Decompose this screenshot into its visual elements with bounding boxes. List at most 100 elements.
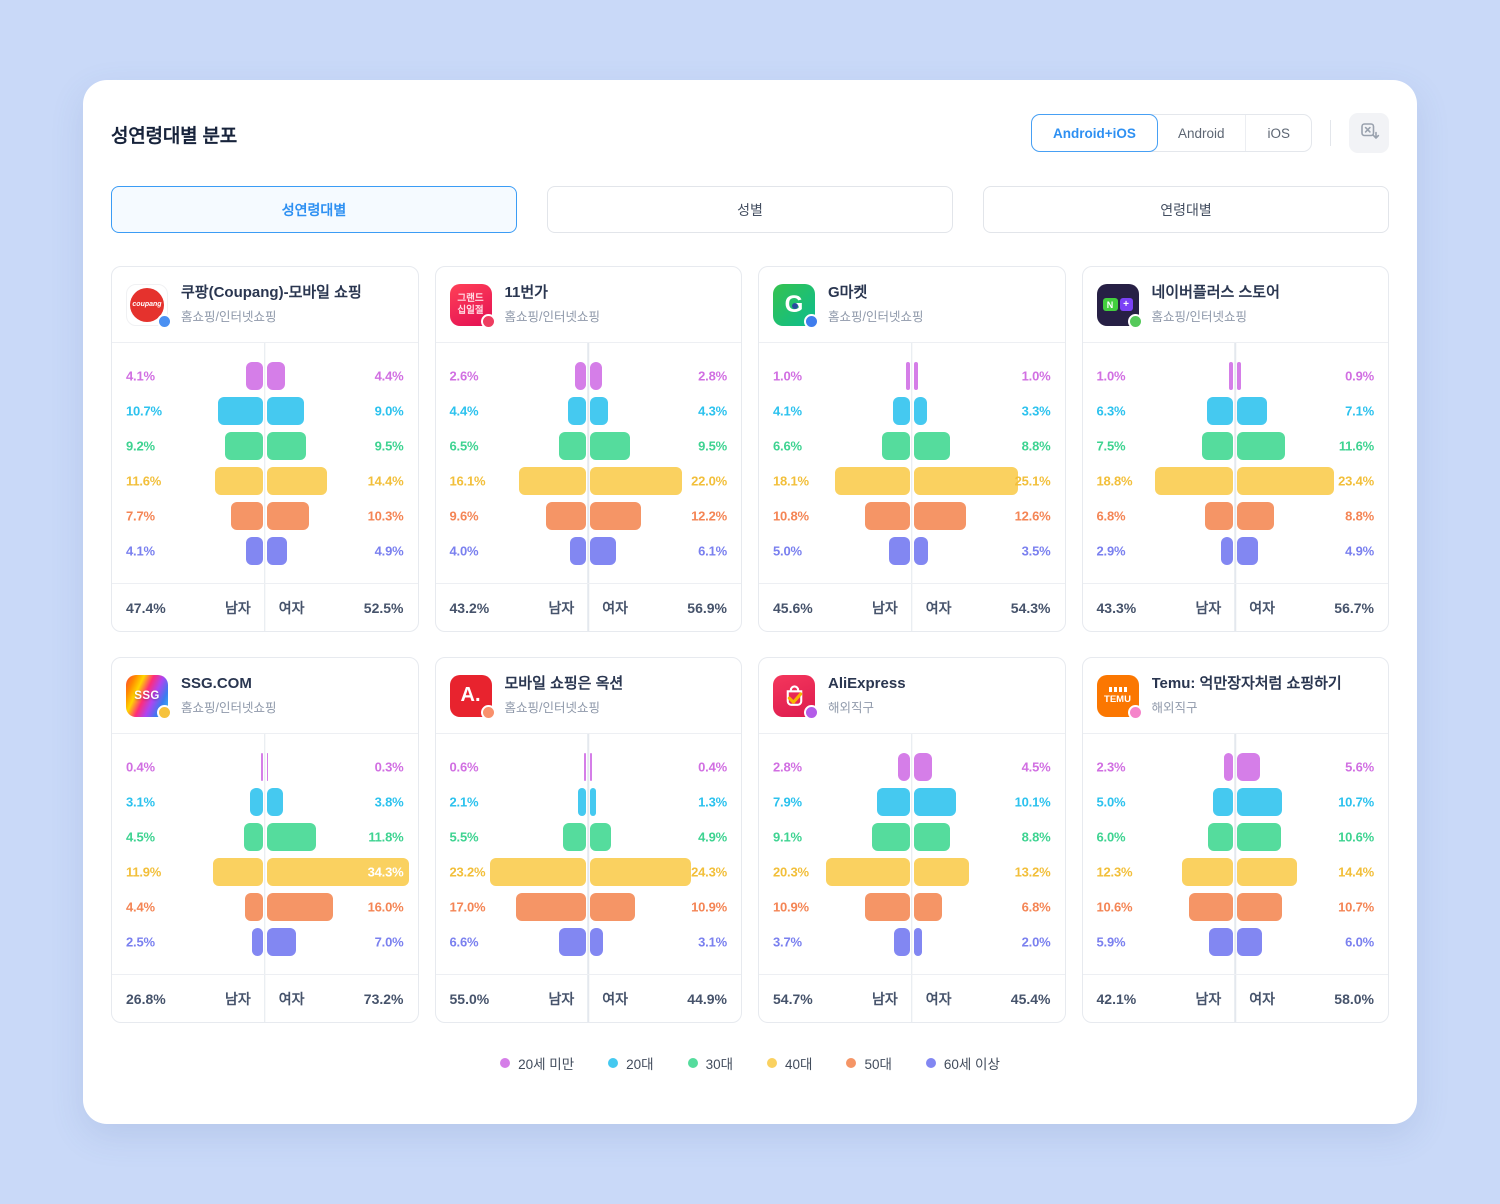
female-bar bbox=[266, 752, 268, 781]
male-value-label: 9.6% bbox=[449, 508, 479, 523]
app-category: 홈쇼핑/인터넷쇼핑 bbox=[181, 310, 277, 324]
male-value-label: 2.6% bbox=[449, 368, 479, 383]
tab-gender[interactable]: 성별 bbox=[547, 186, 953, 233]
female-bar bbox=[590, 892, 636, 921]
temu-glyphs bbox=[1108, 686, 1127, 692]
app-name: 11번가 bbox=[504, 284, 548, 301]
logo-text-line: 십일절 bbox=[457, 304, 484, 316]
female-value-label: 3.5% bbox=[1021, 543, 1051, 558]
app-icon-wrap: A. bbox=[449, 674, 496, 720]
male-bar bbox=[244, 822, 263, 851]
pyramid-row: 18.1% 25.1% bbox=[759, 466, 1065, 495]
legend-label: 20세 미만 bbox=[518, 1057, 575, 1072]
female-bar bbox=[266, 822, 316, 851]
pyramid-chart: 2.8% 4.5% 7.9% 10.1% 9.1% 8.8% 20.3% 13.2% 10.9%… bbox=[759, 734, 1065, 974]
legend-dot bbox=[925, 1058, 936, 1068]
female-bar bbox=[266, 536, 288, 565]
pyramid-row: 7.7% 10.3% bbox=[112, 501, 418, 530]
pyramid-row: 5.0% 10.7% bbox=[1083, 787, 1389, 816]
pyramid-row: 1.0% 0.9% bbox=[1083, 361, 1389, 390]
female-value-label: 6.0% bbox=[1345, 934, 1374, 949]
male-label: 남자 bbox=[548, 599, 575, 616]
female-bar bbox=[913, 822, 951, 851]
pyramid-row: 2.6% 2.8% bbox=[436, 361, 742, 390]
center-divider bbox=[911, 343, 913, 583]
male-value-label: 4.1% bbox=[773, 403, 802, 418]
platform-option-ios[interactable]: iOS bbox=[1245, 115, 1311, 151]
female-bar bbox=[913, 857, 969, 886]
male-value-label: 1.0% bbox=[1096, 368, 1126, 383]
pyramid-row: 9.1% 8.8% bbox=[759, 822, 1065, 851]
tab-gender-age[interactable]: 성연령대별 bbox=[111, 186, 517, 233]
card-footer: 45.6% 남자 여자 54.3% bbox=[759, 583, 1065, 631]
male-bar bbox=[583, 752, 587, 781]
app-card-header: GG마켓홈쇼핑/인터넷쇼핑 bbox=[759, 267, 1065, 343]
male-value-label: 2.3% bbox=[1096, 759, 1126, 774]
male-bar bbox=[1202, 431, 1234, 460]
female-total: 58.0% bbox=[1334, 990, 1374, 1007]
pyramid-row: 6.6% 8.8% bbox=[759, 431, 1065, 460]
female-bar bbox=[266, 927, 296, 956]
male-bar bbox=[872, 822, 910, 851]
male-label: 남자 bbox=[224, 990, 251, 1007]
female-value-label: 8.8% bbox=[1021, 438, 1051, 453]
tab-age[interactable]: 연령대별 bbox=[983, 186, 1389, 233]
view-tabs: 성연령대별 성별 연령대별 bbox=[111, 186, 1389, 233]
female-value-label: 10.3% bbox=[367, 508, 404, 523]
app-name: G마켓 bbox=[828, 284, 868, 301]
card-footer: 54.7% 남자 여자 45.4% bbox=[759, 974, 1065, 1022]
app-texts: 모바일 쇼핑은 옥션 홈쇼핑/인터넷쇼핑 bbox=[505, 675, 624, 716]
male-total: 42.1% bbox=[1096, 990, 1137, 1007]
app-card-header: SSG SSG.COM 홈쇼핑/인터넷쇼핑 bbox=[112, 658, 418, 734]
pyramid-row: 9.2% 9.5% bbox=[112, 431, 418, 460]
male-bar bbox=[1182, 857, 1234, 886]
excel-export-button[interactable] bbox=[1349, 113, 1389, 153]
male-bar bbox=[1205, 501, 1234, 530]
male-bar bbox=[882, 431, 910, 460]
legend-item: 60세 이상 bbox=[925, 1053, 1000, 1073]
app-texts: SSG.COM 홈쇼핑/인터넷쇼핑 bbox=[181, 675, 276, 716]
female-value-label: 10.6% bbox=[1338, 829, 1374, 844]
male-bar bbox=[1208, 822, 1234, 851]
legend-label: 60세 이상 bbox=[943, 1057, 1000, 1072]
center-divider bbox=[1234, 343, 1236, 583]
female-bar bbox=[266, 787, 283, 816]
platform-option-android[interactable]: Android bbox=[1157, 115, 1246, 151]
male-value-label: 12.3% bbox=[1096, 864, 1133, 879]
male-value-label: 5.9% bbox=[1096, 934, 1126, 949]
page-title: 성연령대별 분포 bbox=[111, 126, 238, 147]
male-bar bbox=[214, 466, 263, 495]
legend-item: 40대 bbox=[767, 1053, 812, 1073]
platform-badge-dot bbox=[804, 704, 819, 720]
male-bar bbox=[905, 361, 910, 390]
app-category: 홈쇼핑/인터넷쇼핑 bbox=[828, 310, 924, 324]
app-icon-wrap: SSG bbox=[126, 674, 172, 720]
female-value-label: 4.5% bbox=[1021, 759, 1051, 774]
female-bar bbox=[590, 431, 630, 460]
male-total: 43.3% bbox=[1096, 599, 1137, 616]
female-label: 여자 bbox=[602, 990, 629, 1007]
platform-option-android-ios[interactable]: Android+iOS bbox=[1031, 114, 1158, 152]
male-bar bbox=[245, 361, 263, 390]
female-value-label: 0.3% bbox=[374, 759, 404, 774]
male-bar bbox=[558, 927, 587, 956]
female-bar bbox=[266, 396, 305, 425]
female-value-label: 23.4% bbox=[1338, 473, 1374, 488]
pyramid-row: 10.6% 10.7% bbox=[1083, 892, 1389, 921]
female-value-label: 3.1% bbox=[698, 934, 727, 949]
female-bar bbox=[590, 927, 604, 956]
app-card-header: TEMU Temu: 억만장자처럼 쇼핑하기 해외직구 bbox=[1082, 658, 1388, 734]
pyramid-row: 10.9% 6.8% bbox=[759, 892, 1065, 921]
female-value-label: 4.3% bbox=[698, 403, 727, 418]
male-bar bbox=[568, 396, 587, 425]
male-value-label: 16.1% bbox=[449, 473, 486, 488]
female-value-label: 14.4% bbox=[1338, 864, 1374, 879]
pyramid-row: 5.9% 6.0% bbox=[1083, 927, 1389, 956]
header-controls: Android+iOS Android iOS bbox=[1031, 113, 1389, 153]
female-bar bbox=[266, 501, 310, 530]
center-divider bbox=[911, 734, 913, 974]
female-value-label: 8.8% bbox=[1021, 829, 1051, 844]
center-divider bbox=[911, 584, 913, 631]
pyramid-row: 9.6% 12.2% bbox=[436, 501, 742, 530]
female-value-label: 2.0% bbox=[1021, 934, 1051, 949]
